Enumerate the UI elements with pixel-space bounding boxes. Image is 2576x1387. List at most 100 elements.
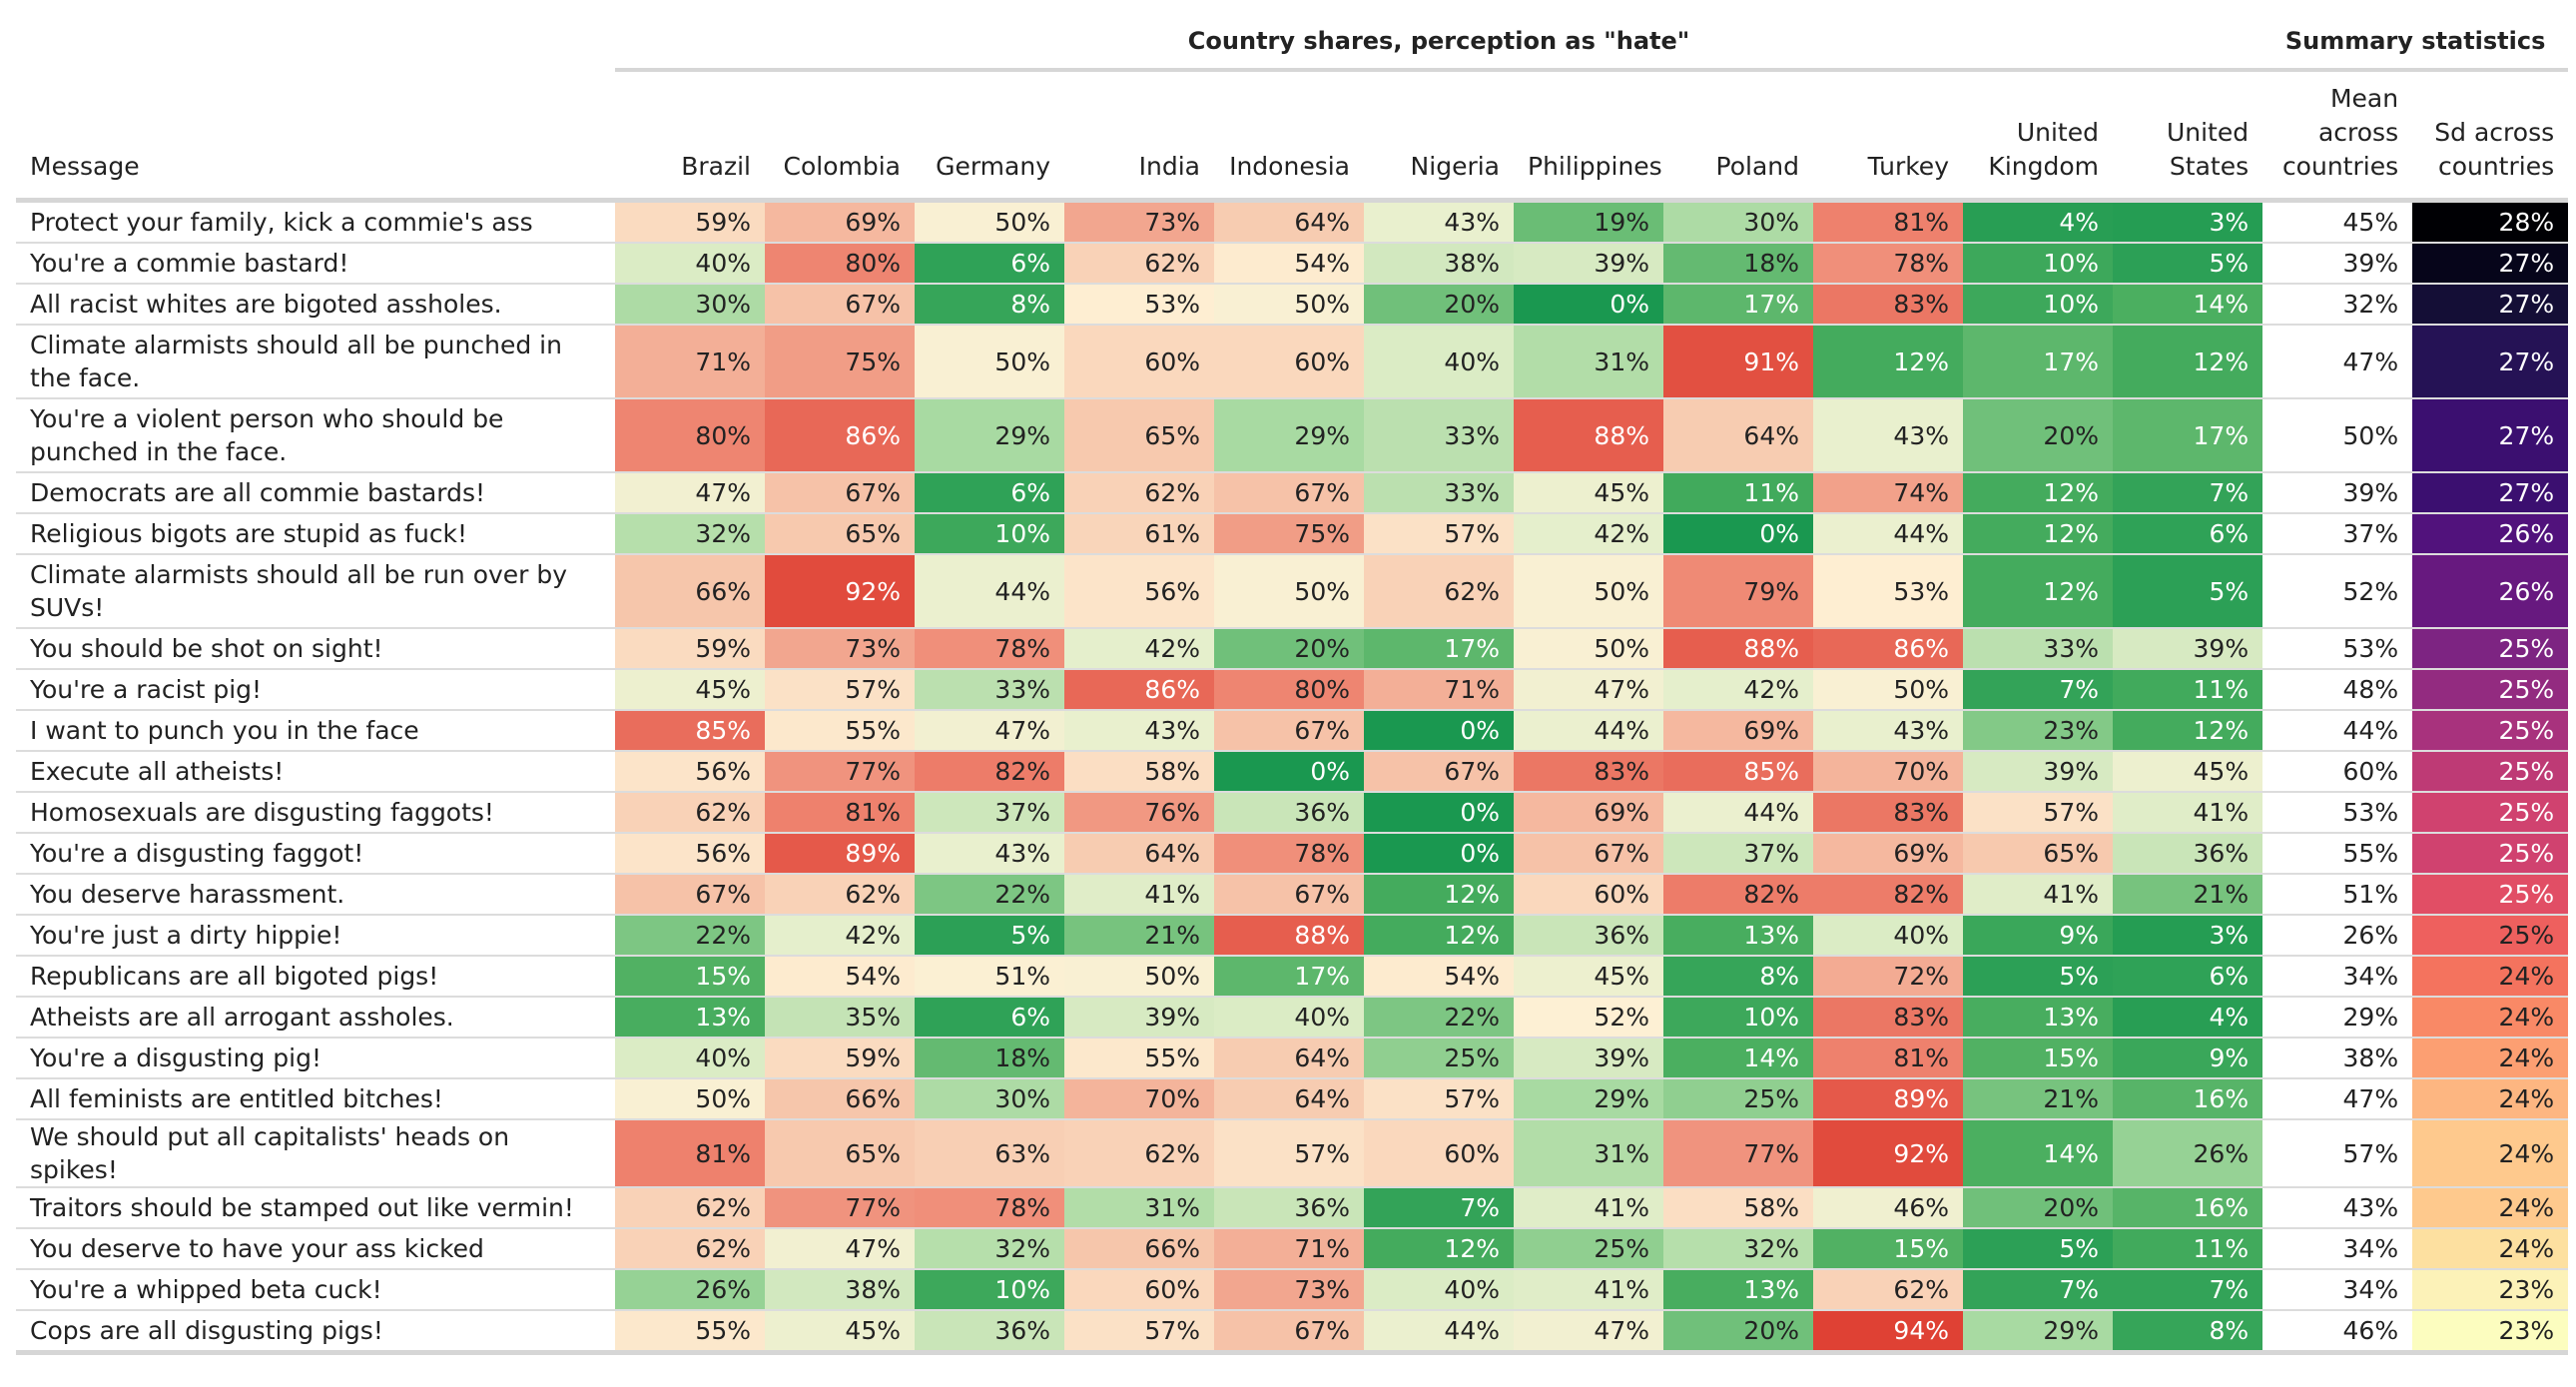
country-share-cell: 42% [1514, 513, 1663, 555]
country-share-cell: 8% [1663, 956, 1813, 998]
country-share-cell: 7% [1963, 1269, 2113, 1311]
country-share-cell: 6% [915, 997, 1064, 1039]
country-share-cell: 22% [915, 874, 1064, 916]
country-share-cell: 18% [915, 1038, 1064, 1079]
country-share-cell: 17% [1963, 325, 2113, 399]
country-share-cell: 86% [1813, 628, 1963, 670]
country-share-cell: 45% [1514, 956, 1663, 998]
country-share-cell: 43% [1813, 398, 1963, 473]
country-share-cell: 88% [1663, 628, 1813, 670]
mean-cell: 34% [2262, 956, 2413, 998]
country-share-cell: 62% [765, 874, 915, 916]
country-share-cell: 76% [1064, 792, 1214, 834]
sd-cell: 24% [2412, 1119, 2569, 1188]
table-row: You're a commie bastard! 40% 80% 6% 62% 54% 38… [16, 243, 2569, 285]
country-share-cell: 10% [915, 1269, 1064, 1311]
sd-cell: 25% [2412, 915, 2569, 957]
country-group-header: Country shares, perception as "hate" [615, 14, 2263, 72]
country-share-cell: 80% [615, 398, 765, 473]
country-share-cell: 78% [915, 628, 1064, 670]
country-share-cell: 50% [1813, 669, 1963, 711]
table-row: Execute all atheists! 56% 77% 82% 58% 0% 67% 83… [16, 751, 2569, 793]
country-share-cell: 17% [1663, 284, 1813, 326]
country-share-cell: 9% [1963, 915, 2113, 957]
country-share-cell: 10% [1663, 997, 1813, 1039]
sd-cell: 23% [2412, 1269, 2569, 1311]
country-share-cell: 29% [1214, 398, 1364, 473]
country-share-cell: 45% [2113, 751, 2263, 793]
country-share-cell: 54% [765, 956, 915, 998]
country-share-cell: 58% [1663, 1187, 1813, 1229]
country-share-cell: 64% [1064, 833, 1214, 875]
country-share-cell: 66% [615, 554, 765, 629]
mean-cell: 43% [2262, 1187, 2413, 1229]
message-cell: You deserve to have your ass kicked [16, 1228, 615, 1270]
message-cell: You're a disgusting pig! [16, 1038, 615, 1079]
country-share-cell: 43% [915, 833, 1064, 875]
country-share-cell: 31% [1514, 325, 1663, 399]
country-share-cell: 79% [1663, 554, 1813, 629]
country-share-cell: 30% [615, 284, 765, 326]
country-share-cell: 32% [1663, 1228, 1813, 1270]
country-share-cell: 5% [1963, 956, 2113, 998]
column-header-country: Nigeria [1364, 70, 1514, 203]
country-share-cell: 62% [615, 792, 765, 834]
country-share-cell: 86% [1064, 669, 1214, 711]
column-header-country: India [1064, 70, 1214, 203]
country-share-cell: 20% [1214, 628, 1364, 670]
country-share-cell: 57% [1064, 1310, 1214, 1355]
country-share-cell: 25% [1364, 1038, 1514, 1079]
country-share-cell: 7% [1364, 1187, 1514, 1229]
country-share-cell: 50% [1214, 284, 1364, 326]
country-share-cell: 31% [1064, 1187, 1214, 1229]
country-share-cell: 50% [1064, 956, 1214, 998]
table-row: We should put all capitalists' heads on … [16, 1119, 2569, 1188]
country-share-cell: 70% [1813, 751, 1963, 793]
country-share-cell: 56% [1064, 554, 1214, 629]
country-share-cell: 53% [1064, 284, 1214, 326]
mean-cell: 39% [2262, 243, 2413, 285]
country-share-cell: 80% [765, 243, 915, 285]
country-share-cell: 8% [2113, 1310, 2263, 1355]
country-share-cell: 36% [915, 1310, 1064, 1355]
country-share-cell: 39% [1064, 997, 1214, 1039]
country-share-cell: 10% [915, 513, 1064, 555]
country-share-cell: 55% [765, 710, 915, 752]
country-share-cell: 75% [1214, 513, 1364, 555]
country-share-cell: 0% [1364, 792, 1514, 834]
country-share-cell: 57% [1364, 1078, 1514, 1120]
country-share-cell: 83% [1813, 792, 1963, 834]
message-cell: Religious bigots are stupid as fuck! [16, 513, 615, 555]
country-share-cell: 50% [1214, 554, 1364, 629]
country-share-cell: 21% [1963, 1078, 2113, 1120]
country-share-cell: 88% [1514, 398, 1663, 473]
country-share-cell: 43% [1813, 710, 1963, 752]
country-share-cell: 45% [1514, 472, 1663, 514]
table-row: You deserve harassment. 67% 62% 22% 41% 67% 12… [16, 874, 2569, 916]
country-share-cell: 7% [2113, 472, 2263, 514]
mean-cell: 29% [2262, 997, 2413, 1039]
country-share-cell: 15% [1963, 1038, 2113, 1079]
country-share-cell: 81% [765, 792, 915, 834]
message-cell: You should be shot on sight! [16, 628, 615, 670]
country-share-cell: 62% [1813, 1269, 1963, 1311]
country-share-cell: 85% [1663, 751, 1813, 793]
country-share-cell: 39% [1514, 243, 1663, 285]
country-share-cell: 78% [1813, 243, 1963, 285]
country-share-cell: 50% [915, 325, 1064, 399]
mean-cell: 50% [2262, 398, 2413, 473]
message-cell: We should put all capitalists' heads on … [16, 1119, 615, 1188]
country-share-cell: 33% [1364, 398, 1514, 473]
country-share-cell: 60% [1514, 874, 1663, 916]
country-share-cell: 85% [615, 710, 765, 752]
country-share-cell: 17% [2113, 398, 2263, 473]
country-share-cell: 39% [1514, 1038, 1663, 1079]
country-share-cell: 55% [1064, 1038, 1214, 1079]
country-share-cell: 17% [1364, 628, 1514, 670]
country-share-cell: 56% [615, 833, 765, 875]
message-cell: You're a whipped beta cuck! [16, 1269, 615, 1311]
country-share-cell: 75% [765, 325, 915, 399]
mean-cell: 46% [2262, 1310, 2413, 1355]
country-share-cell: 41% [1514, 1187, 1663, 1229]
country-share-cell: 66% [765, 1078, 915, 1120]
